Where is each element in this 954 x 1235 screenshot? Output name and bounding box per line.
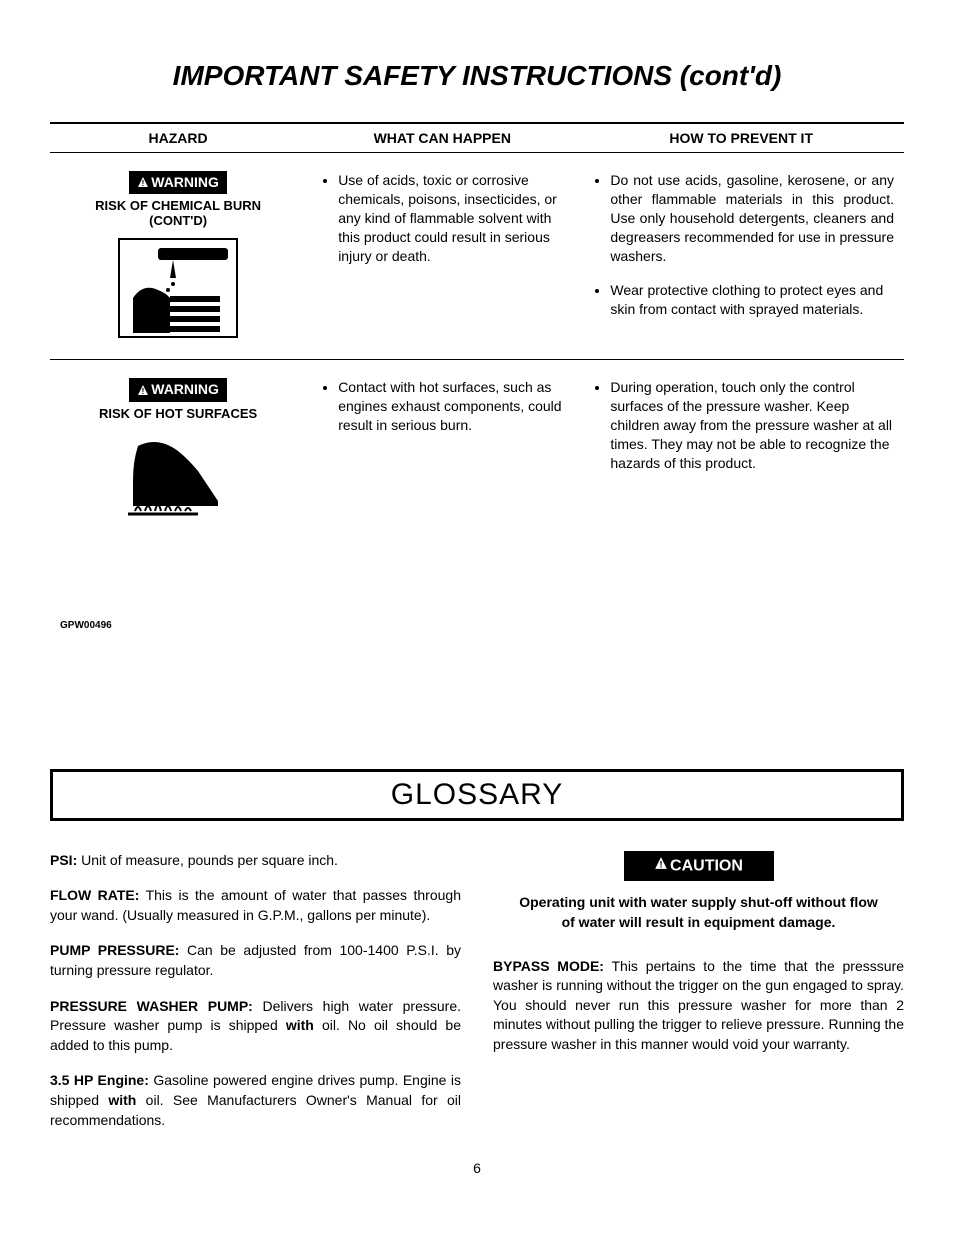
glossary-entry: 3.5 HP Engine: Gasoline powered engine d…: [50, 1071, 461, 1130]
glossary-entry: PSI: Unit of measure, pounds per square …: [50, 851, 461, 871]
list-item: Wear protective clothing to protect eyes…: [610, 281, 894, 319]
glossary-term: FLOW RATE:: [50, 887, 139, 903]
svg-text:!: !: [659, 859, 662, 869]
ref-code-cell: GPW00496: [50, 542, 904, 649]
glossary-entry: PRESSURE WASHER PUMP: Delivers high wate…: [50, 997, 461, 1056]
list-item: Use of acids, toxic or corrosive chemica…: [338, 171, 568, 265]
page-title: IMPORTANT SAFETY INSTRUCTIONS (cont'd): [50, 60, 904, 92]
list-item: During operation, touch only the control…: [610, 378, 894, 472]
table-header-what: WHAT CAN HAPPEN: [306, 123, 578, 153]
glossary-body: PSI: Unit of measure, pounds per square …: [50, 851, 904, 1147]
what-cell: Contact with hot surfaces, such as engin…: [306, 360, 578, 542]
table-row: ! WARNING RISK OF CHEMICAL BURN (CONT'D): [50, 153, 904, 360]
glossary-term: PUMP PRESSURE:: [50, 942, 179, 958]
table-row: ! WARNING RISK OF HOT SURFACES Co: [50, 360, 904, 542]
glossary-entry: FLOW RATE: This is the amount of water t…: [50, 886, 461, 925]
warning-triangle-icon: !: [137, 175, 149, 191]
glossary-definition: Unit of measure, pounds per square inch.: [77, 852, 338, 868]
reference-code: GPW00496: [60, 560, 894, 631]
glossary-right-column: ! CAUTION Operating unit with water supp…: [493, 851, 904, 1147]
glossary-bold: with: [108, 1092, 136, 1108]
warning-label-text: WARNING: [151, 381, 219, 397]
glossary-term: 3.5 HP Engine:: [50, 1072, 149, 1088]
table-row: GPW00496: [50, 542, 904, 649]
what-cell: Use of acids, toxic or corrosive chemica…: [306, 153, 578, 360]
hazard-subtitle: RISK OF CHEMICAL BURN (CONT'D): [60, 198, 296, 228]
glossary-left-column: PSI: Unit of measure, pounds per square …: [50, 851, 461, 1147]
hazard-cell: ! WARNING RISK OF HOT SURFACES: [50, 360, 306, 542]
warning-label: ! WARNING: [129, 171, 227, 194]
hazard-cell: ! WARNING RISK OF CHEMICAL BURN (CONT'D): [50, 153, 306, 360]
page-number: 6: [50, 1160, 904, 1176]
list-item: Contact with hot surfaces, such as engin…: [338, 378, 568, 435]
warning-label-text: WARNING: [151, 174, 219, 190]
hot-surface-icon: [60, 431, 296, 524]
caution-label-text: CAUTION: [670, 857, 743, 874]
prevent-cell: Do not use acids, gasoline, kerosene, or…: [578, 153, 904, 360]
hazard-subtitle: RISK OF HOT SURFACES: [60, 406, 296, 421]
svg-text:!: !: [142, 179, 145, 188]
svg-text:!: !: [142, 387, 145, 396]
glossary-bold: with: [286, 1017, 314, 1033]
list-item: Do not use acids, gasoline, kerosene, or…: [610, 171, 894, 265]
caution-block: ! CAUTION Operating unit with water supp…: [493, 851, 904, 933]
chemical-burn-icon: [60, 238, 296, 341]
glossary-entry: BYPASS MODE: This pertains to the time t…: [493, 957, 904, 1055]
glossary-term: PSI:: [50, 852, 77, 868]
hazard-subtitle-line: RISK OF CHEMICAL BURN: [95, 198, 261, 213]
caution-label: ! CAUTION: [624, 851, 774, 882]
warning-label: ! WARNING: [129, 378, 227, 401]
glossary-entry: PUMP PRESSURE: Can be adjusted from 100-…: [50, 941, 461, 980]
warning-triangle-icon: !: [654, 855, 668, 877]
glossary-term: PRESSURE WASHER PUMP:: [50, 998, 253, 1014]
caution-text: Operating unit with water supply shut-of…: [493, 893, 904, 932]
page-container: IMPORTANT SAFETY INSTRUCTIONS (cont'd) H…: [0, 0, 954, 1216]
prevent-cell: During operation, touch only the control…: [578, 360, 904, 542]
hazard-subtitle-line: (CONT'D): [149, 213, 207, 228]
glossary-title: GLOSSARY: [50, 769, 904, 821]
table-header-hazard: HAZARD: [50, 123, 306, 153]
table-header-prevent: HOW TO PREVENT IT: [578, 123, 904, 153]
safety-table: HAZARD WHAT CAN HAPPEN HOW TO PREVENT IT…: [50, 122, 904, 649]
glossary-term: BYPASS MODE:: [493, 958, 604, 974]
glossary-section: GLOSSARY PSI: Unit of measure, pounds pe…: [50, 769, 904, 1147]
warning-triangle-icon: !: [137, 383, 149, 399]
